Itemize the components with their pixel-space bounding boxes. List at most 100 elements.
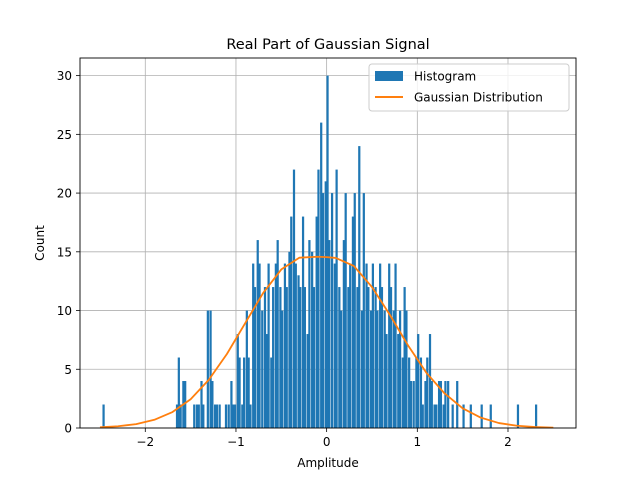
x-axis-title: Amplitude <box>297 456 359 470</box>
histogram-bar <box>380 287 384 428</box>
histogram-bar <box>297 275 300 428</box>
histogram-bar <box>451 404 454 428</box>
histogram-bar <box>333 263 336 428</box>
histogram-bar <box>408 357 411 428</box>
histogram-bar <box>358 146 361 428</box>
histogram-bar <box>279 287 282 428</box>
histogram-bar <box>394 263 397 428</box>
legend: Histogram Gaussian Distribution <box>368 63 570 112</box>
histogram-bar <box>258 263 261 428</box>
y-axis-title: Count <box>33 225 47 261</box>
histogram-bar <box>435 404 438 428</box>
histogram-bar <box>353 193 356 428</box>
histogram-bar <box>290 216 293 428</box>
histogram-bar <box>218 404 221 428</box>
histogram-bar <box>179 404 182 428</box>
histogram-bar <box>177 357 180 428</box>
histogram-bar <box>392 310 395 428</box>
gaussian-curve <box>99 255 554 429</box>
histogram-bar <box>299 287 302 428</box>
histogram-bar <box>328 240 331 428</box>
histogram-bar <box>330 193 334 428</box>
histogram-bar <box>276 240 279 428</box>
histogram-bar <box>249 404 252 428</box>
histogram-bar <box>489 404 492 428</box>
histogram-bar <box>312 287 316 428</box>
histogram-bar <box>447 381 450 428</box>
histogram-bar <box>209 310 212 428</box>
histogram-bar <box>247 357 250 428</box>
histogram-bar <box>265 334 268 428</box>
plot-frame <box>79 57 577 429</box>
legend-histogram-swatch <box>375 71 403 81</box>
histogram-bars <box>102 75 538 429</box>
histogram-bar <box>534 404 538 428</box>
histogram-bar <box>433 404 436 428</box>
histogram-bar <box>184 381 187 428</box>
y-tick-label: 0 <box>64 422 72 436</box>
histogram-bar <box>227 404 230 428</box>
histogram-bar <box>200 381 203 428</box>
histogram-bar <box>241 404 244 428</box>
histogram-bar <box>351 216 355 428</box>
histogram-bar <box>281 310 284 428</box>
histogram-bar <box>398 310 402 428</box>
histogram-bar <box>197 404 200 428</box>
histogram-bar <box>193 404 196 428</box>
x-tick-label: −2 <box>136 435 154 449</box>
histogram-bar <box>232 404 235 428</box>
histogram-bar <box>379 263 382 428</box>
histogram-bar <box>442 404 445 428</box>
y-tick-label: 30 <box>57 69 72 83</box>
histogram-bar <box>311 251 314 428</box>
histogram-bar <box>369 310 373 428</box>
histogram-bar <box>283 263 287 428</box>
histogram-bar <box>388 263 391 428</box>
histogram-bar <box>303 287 306 428</box>
y-tick-label: 10 <box>57 304 72 318</box>
histogram-bar <box>385 334 388 428</box>
y-tick-label: 20 <box>57 187 72 201</box>
histogram-bar <box>389 287 393 428</box>
histogram-bar <box>412 381 415 428</box>
histogram-bar <box>367 287 370 428</box>
histogram-bar <box>317 169 320 429</box>
histogram-bar <box>213 404 217 428</box>
histogram-bar <box>288 251 291 428</box>
histogram-bar <box>424 381 427 428</box>
histogram-bar <box>292 169 296 429</box>
histogram-bar <box>383 310 386 428</box>
histogram-bar <box>274 263 277 428</box>
histogram-bar <box>245 310 248 428</box>
histogram-bar <box>428 334 432 428</box>
histogram-bar <box>256 240 259 428</box>
histogram-bar <box>306 334 309 428</box>
histogram-bar <box>376 310 379 428</box>
legend-histogram-label: Histogram <box>414 70 476 84</box>
histogram-bar <box>324 181 327 428</box>
histogram-bar <box>206 310 209 428</box>
histogram-bar <box>360 310 364 428</box>
histogram-bar <box>403 287 406 428</box>
histogram-bar <box>417 334 420 428</box>
histogram-bar <box>195 404 199 428</box>
histogram-bar <box>426 357 429 428</box>
histogram-bar <box>405 310 408 428</box>
histogram-bar <box>270 357 273 428</box>
histogram-bar <box>321 193 325 428</box>
histogram-bar <box>224 404 228 428</box>
histogram-bar <box>344 193 347 428</box>
x-tick-label: 2 <box>504 435 512 449</box>
histogram-bar <box>230 381 233 428</box>
y-tick-label: 25 <box>57 128 72 142</box>
x-tick-label: −1 <box>227 435 245 449</box>
histogram-bar <box>444 381 447 428</box>
y-tick-label: 15 <box>57 245 72 259</box>
histogram-bar <box>437 381 441 428</box>
histogram-bar <box>421 404 424 428</box>
histogram-bar <box>263 287 267 428</box>
histogram-bar <box>340 310 343 428</box>
histogram-bar <box>211 381 214 428</box>
histogram-bar <box>294 263 297 428</box>
legend-gaussian-label: Gaussian Distribution <box>414 91 543 105</box>
